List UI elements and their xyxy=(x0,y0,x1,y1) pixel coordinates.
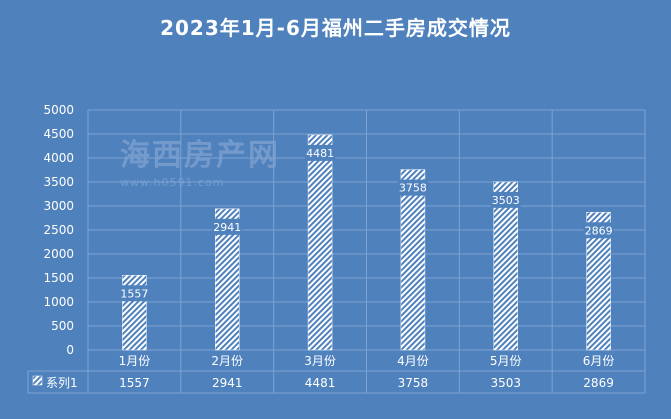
x-tick-label: 2月份 xyxy=(211,354,243,368)
data-label-bg xyxy=(305,144,336,161)
data-label-bg xyxy=(212,218,243,235)
y-tick-label: 4000 xyxy=(43,151,74,165)
data-label: 3503 xyxy=(492,194,520,207)
y-tick-label: 1000 xyxy=(43,295,74,309)
table-value: 2941 xyxy=(212,376,243,390)
y-tick-label: 500 xyxy=(51,319,74,333)
x-tick-label: 6月份 xyxy=(583,354,615,368)
x-tick-label: 4月份 xyxy=(397,354,429,368)
y-tick-label: 4500 xyxy=(43,127,74,141)
bar xyxy=(307,134,333,351)
table-value: 2869 xyxy=(583,376,614,390)
bar xyxy=(493,181,518,351)
table-value: 4481 xyxy=(305,376,336,390)
y-tick-label: 5000 xyxy=(43,103,74,117)
y-tick-label: 3000 xyxy=(43,199,74,213)
y-tick-label: 1500 xyxy=(43,271,74,285)
data-label-bg xyxy=(397,179,428,196)
table-value: 3503 xyxy=(490,376,521,390)
data-label: 1557 xyxy=(120,287,148,300)
watermark-logo: 海西房产网 xyxy=(120,138,280,173)
data-label: 2869 xyxy=(585,224,613,237)
x-tick-label: 3月份 xyxy=(304,354,336,368)
legend-series-label: 系列1 xyxy=(46,376,78,390)
y-tick-label: 2000 xyxy=(43,247,74,261)
y-tick-label: 3500 xyxy=(43,175,74,189)
data-label: 2941 xyxy=(213,221,241,234)
data-label: 3758 xyxy=(399,182,427,195)
legend-swatch xyxy=(32,375,43,386)
data-label: 4481 xyxy=(306,147,334,160)
bar xyxy=(400,169,426,351)
data-label-bg xyxy=(119,285,150,302)
chart-title: 2023年1月-6月福州二手房成交情况 xyxy=(160,16,511,40)
y-tick-label: 0 xyxy=(66,343,74,357)
y-tick-label: 2500 xyxy=(43,223,74,237)
table-value: 3758 xyxy=(398,376,429,390)
table-value: 1557 xyxy=(119,376,150,390)
x-tick-label: 5月份 xyxy=(490,354,522,368)
data-label-bg xyxy=(583,222,614,239)
data-label-bg xyxy=(490,191,521,208)
x-tick-label: 1月份 xyxy=(119,354,151,368)
